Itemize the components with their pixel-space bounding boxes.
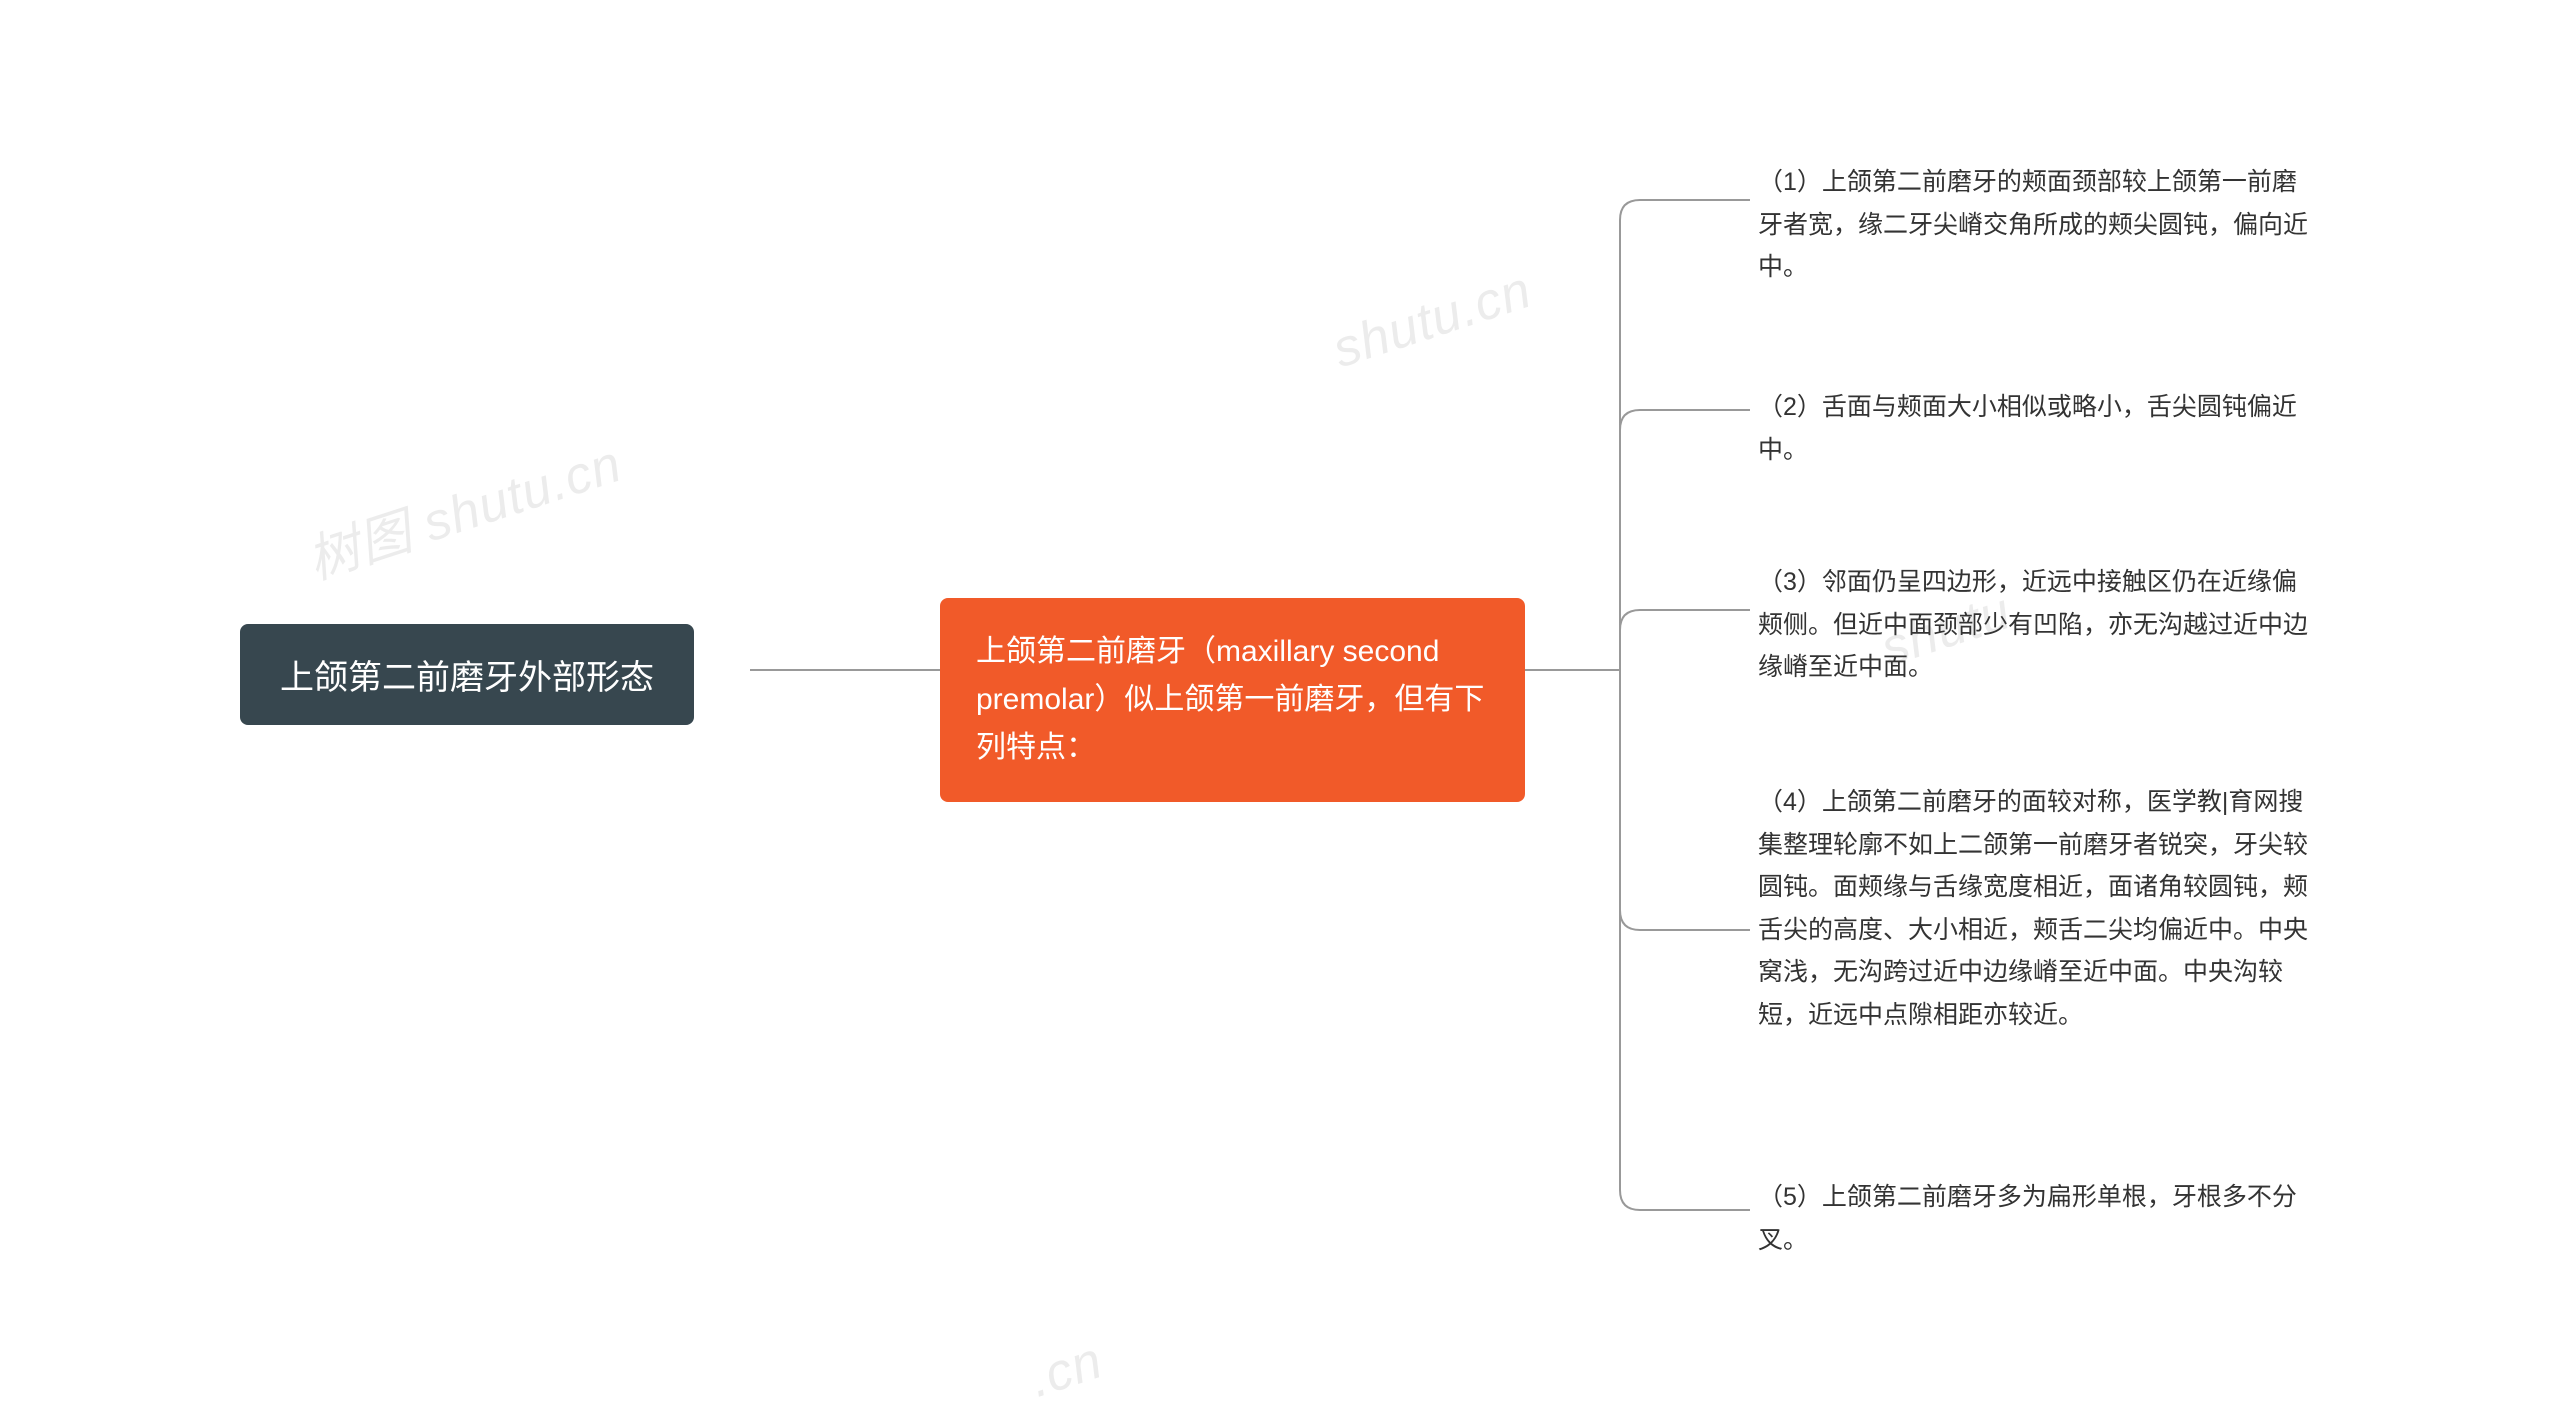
root-node-text: 上颌第二前磨牙外部形态	[280, 659, 654, 697]
leaf-node-3[interactable]: （3）邻面仍呈四边形，近远中接触区仍在近缘偏颊侧。但近中面颈部少有凹陷，亦无沟越…	[1750, 555, 2320, 695]
root-node[interactable]: 上颌第二前磨牙外部形态	[240, 624, 694, 725]
watermark: .cn	[1023, 1330, 1110, 1409]
leaf-node-5[interactable]: （5）上颌第二前磨牙多为扁形单根，牙根多不分叉。	[1750, 1170, 2320, 1267]
leaf-node-text: （1）上颌第二前磨牙的颊面颈部较上颌第一前磨牙者宽，缘二牙尖嵴交角所成的颊尖圆钝…	[1758, 168, 2308, 281]
watermark: 树图 shutu.cn	[296, 421, 629, 593]
leaf-node-text: （3）邻面仍呈四边形，近远中接触区仍在近缘偏颊侧。但近中面颈部少有凹陷，亦无沟越…	[1758, 568, 2308, 681]
leaf-node-1[interactable]: （1）上颌第二前磨牙的颊面颈部较上颌第一前磨牙者宽，缘二牙尖嵴交角所成的颊尖圆钝…	[1750, 155, 2320, 295]
leaf-node-text: （4）上颌第二前磨牙的面较对称，医学教|育网搜集整理轮廓不如上二颌第一前磨牙者锐…	[1758, 788, 2308, 1029]
leaf-node-4[interactable]: （4）上颌第二前磨牙的面较对称，医学教|育网搜集整理轮廓不如上二颌第一前磨牙者锐…	[1750, 775, 2320, 1042]
leaf-node-2[interactable]: （2）舌面与颊面大小相似或略小，舌尖圆钝偏近中。	[1750, 380, 2320, 477]
level1-node[interactable]: 上颌第二前磨牙（maxillary second premolar）似上颌第一前…	[940, 598, 1525, 802]
mindmap-container: 树图 shutu.cn shutu.cn shutu .cn 上颌第二前磨牙外部…	[0, 0, 2560, 1410]
leaf-node-text: （2）舌面与颊面大小相似或略小，舌尖圆钝偏近中。	[1758, 393, 2297, 464]
leaf-node-text: （5）上颌第二前磨牙多为扁形单根，牙根多不分叉。	[1758, 1183, 2297, 1254]
watermark: shutu.cn	[1326, 260, 1539, 380]
level1-node-text: 上颌第二前磨牙（maxillary second premolar）似上颌第一前…	[976, 635, 1484, 764]
